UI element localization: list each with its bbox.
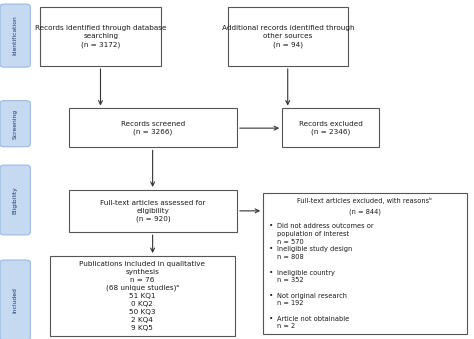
Text: Records screened
(n = 3266): Records screened (n = 3266) xyxy=(121,121,185,135)
Text: Included: Included xyxy=(13,287,18,313)
Text: Records excluded
(n = 2346): Records excluded (n = 2346) xyxy=(299,121,363,135)
Bar xyxy=(69,108,237,147)
Text: (n = 844): (n = 844) xyxy=(349,208,381,215)
Bar xyxy=(69,190,237,232)
FancyBboxPatch shape xyxy=(0,4,30,67)
Text: Ineligible country
n = 352: Ineligible country n = 352 xyxy=(277,270,335,283)
Text: Records identified through database
searching
(n = 3172): Records identified through database sear… xyxy=(35,25,166,48)
Text: •: • xyxy=(269,223,273,230)
Bar xyxy=(228,7,348,66)
Text: •: • xyxy=(269,316,273,322)
Text: Did not address outcomes or
population of interest
n = 570: Did not address outcomes or population o… xyxy=(277,223,374,245)
Text: Publications included in qualitative
synthesis
n = 76
(68 unique studies)ᵃ
51 KQ: Publications included in qualitative syn… xyxy=(79,261,205,331)
Bar xyxy=(40,7,161,66)
Text: Ineligible study design
n = 808: Ineligible study design n = 808 xyxy=(277,246,353,260)
Text: •: • xyxy=(269,293,273,299)
Text: Identification: Identification xyxy=(13,16,18,56)
FancyBboxPatch shape xyxy=(0,260,30,339)
Text: Additional records identified through
other sources
(n = 94): Additional records identified through ot… xyxy=(222,25,354,48)
FancyBboxPatch shape xyxy=(0,101,30,147)
Text: Full-text articles excluded, with reasonsᵇ: Full-text articles excluded, with reason… xyxy=(298,197,432,204)
FancyBboxPatch shape xyxy=(0,165,30,235)
Text: Full-text articles assessed for
eligibility
(n = 920): Full-text articles assessed for eligibil… xyxy=(100,200,206,222)
Bar xyxy=(282,108,379,147)
Text: Screening: Screening xyxy=(13,109,18,139)
Text: Eligibility: Eligibility xyxy=(13,186,18,214)
Text: •: • xyxy=(269,270,273,276)
Text: Article not obtainable
n = 2: Article not obtainable n = 2 xyxy=(277,316,349,330)
Bar xyxy=(50,256,235,336)
Text: •: • xyxy=(269,246,273,253)
Bar xyxy=(263,193,467,334)
Text: Not original research
n = 192: Not original research n = 192 xyxy=(277,293,347,306)
